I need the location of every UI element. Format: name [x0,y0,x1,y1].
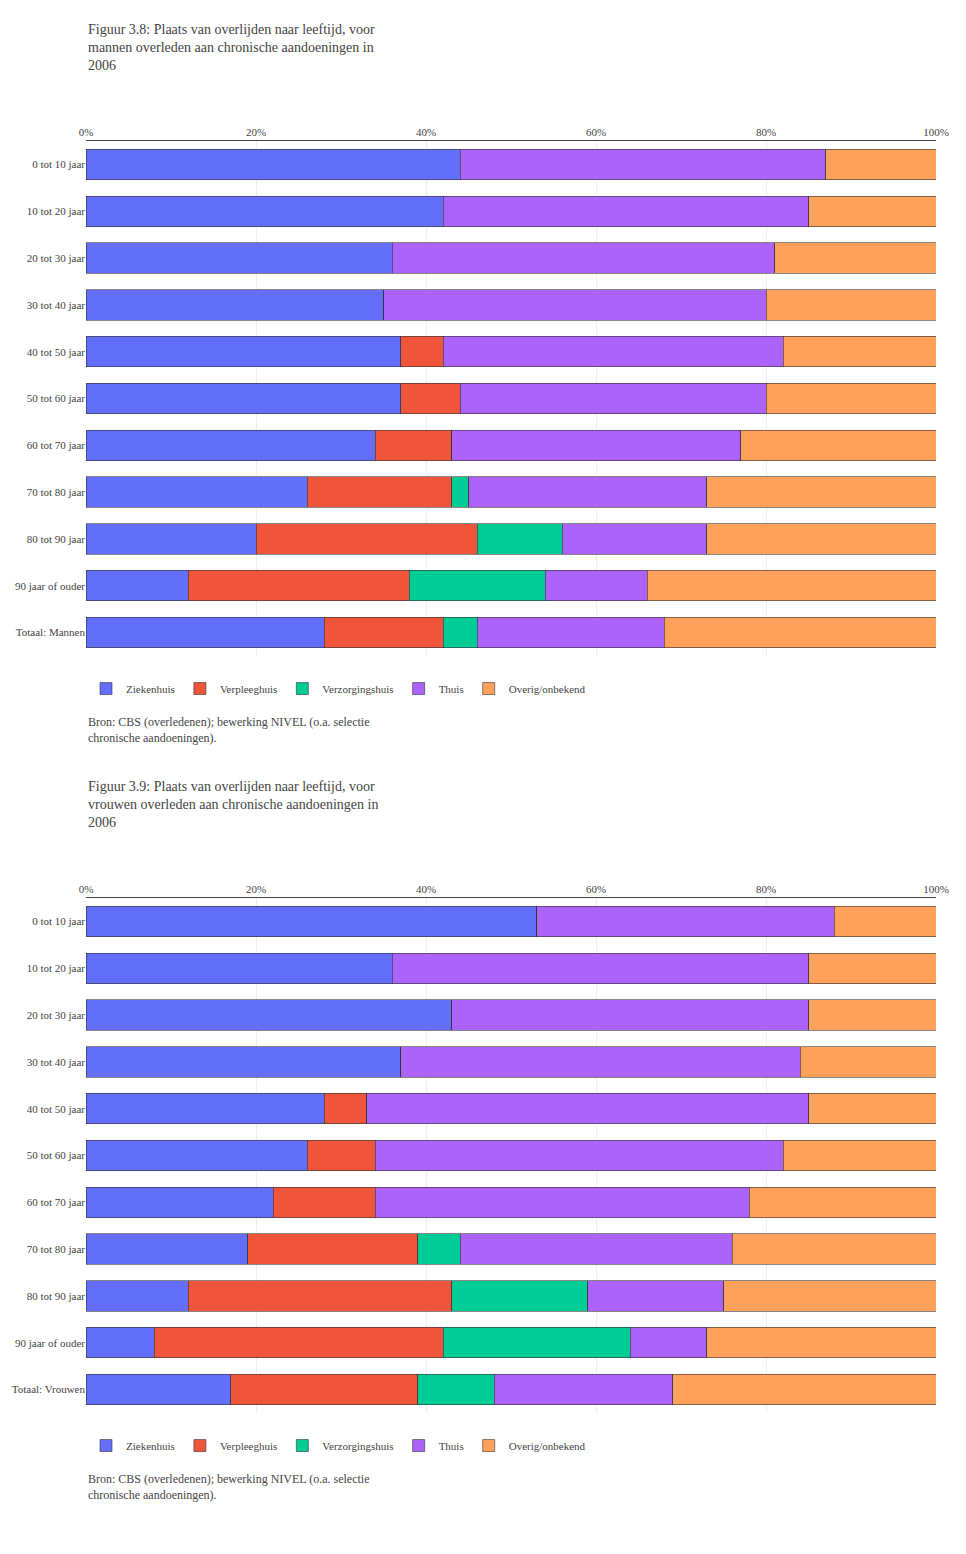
svg-text:70 tot 80 jaar: 70 tot 80 jaar [27,486,86,498]
svg-text:Bron: CBS (overledenen); bewer: Bron: CBS (overledenen); bewerking NIVEL… [88,715,369,745]
svg-text:20 tot 30 jaar: 20 tot 30 jaar [27,1009,86,1021]
svg-text:Ziekenhuis: Ziekenhuis [126,683,175,695]
svg-text:Overig/onbekend: Overig/onbekend [509,683,586,695]
svg-text:40 tot 50 jaar: 40 tot 50 jaar [27,346,86,358]
svg-text:80%: 80% [756,883,776,895]
svg-text:20 tot 30 jaar: 20 tot 30 jaar [27,252,86,264]
svg-text:40%: 40% [416,126,436,138]
svg-text:0 tot 10 jaar: 0 tot 10 jaar [32,915,85,927]
svg-text:Verpleeghuis: Verpleeghuis [220,683,277,695]
svg-text:20%: 20% [246,126,266,138]
svg-text:Overig/onbekend: Overig/onbekend [509,1440,586,1452]
svg-text:10 tot 20 jaar: 10 tot 20 jaar [27,205,86,217]
svg-text:Thuis: Thuis [439,683,464,695]
svg-text:Totaal: Mannen: Totaal: Mannen [16,626,86,638]
svg-text:60%: 60% [586,126,606,138]
svg-text:80%: 80% [756,126,776,138]
svg-text:0 tot 10 jaar: 0 tot 10 jaar [32,158,85,170]
svg-text:90 jaar of ouder: 90 jaar of ouder [15,580,85,592]
svg-text:0%: 0% [79,126,94,138]
svg-text:50 tot 60 jaar: 50 tot 60 jaar [27,392,86,404]
svg-text:100%: 100% [923,883,949,895]
svg-text:70 tot 80 jaar: 70 tot 80 jaar [27,1243,86,1255]
svg-text:Verzorgingshuis: Verzorgingshuis [322,1440,393,1452]
svg-text:30 tot 40 jaar: 30 tot 40 jaar [27,1056,86,1068]
svg-text:10 tot 20 jaar: 10 tot 20 jaar [27,962,86,974]
svg-text:80 tot 90 jaar: 80 tot 90 jaar [27,533,86,545]
svg-text:40%: 40% [416,883,436,895]
svg-text:100%: 100% [923,126,949,138]
svg-text:Ziekenhuis: Ziekenhuis [126,1440,175,1452]
svg-text:80 tot 90 jaar: 80 tot 90 jaar [27,1290,86,1302]
svg-text:Thuis: Thuis [439,1440,464,1452]
svg-text:90 jaar of ouder: 90 jaar of ouder [15,1337,85,1349]
svg-text:30 tot 40 jaar: 30 tot 40 jaar [27,299,86,311]
svg-text:60 tot 70 jaar: 60 tot 70 jaar [27,439,86,451]
svg-text:Verzorgingshuis: Verzorgingshuis [322,683,393,695]
svg-text:Totaal: Vrouwen: Totaal: Vrouwen [12,1383,86,1395]
svg-text:Figuur 3.9: Plaats van overlij: Figuur 3.9: Plaats van overlijden naar l… [88,779,378,830]
svg-text:Verpleeghuis: Verpleeghuis [220,1440,277,1452]
svg-text:60 tot 70 jaar: 60 tot 70 jaar [27,1196,86,1208]
svg-text:Figuur 3.8: Plaats van overlij: Figuur 3.8: Plaats van overlijden naar l… [88,22,375,73]
svg-text:50 tot 60 jaar: 50 tot 60 jaar [27,1149,86,1161]
svg-text:40 tot 50 jaar: 40 tot 50 jaar [27,1103,86,1115]
svg-text:0%: 0% [79,883,94,895]
svg-text:60%: 60% [586,883,606,895]
svg-text:Bron: CBS (overledenen); bewer: Bron: CBS (overledenen); bewerking NIVEL… [88,1472,369,1502]
svg-text:20%: 20% [246,883,266,895]
